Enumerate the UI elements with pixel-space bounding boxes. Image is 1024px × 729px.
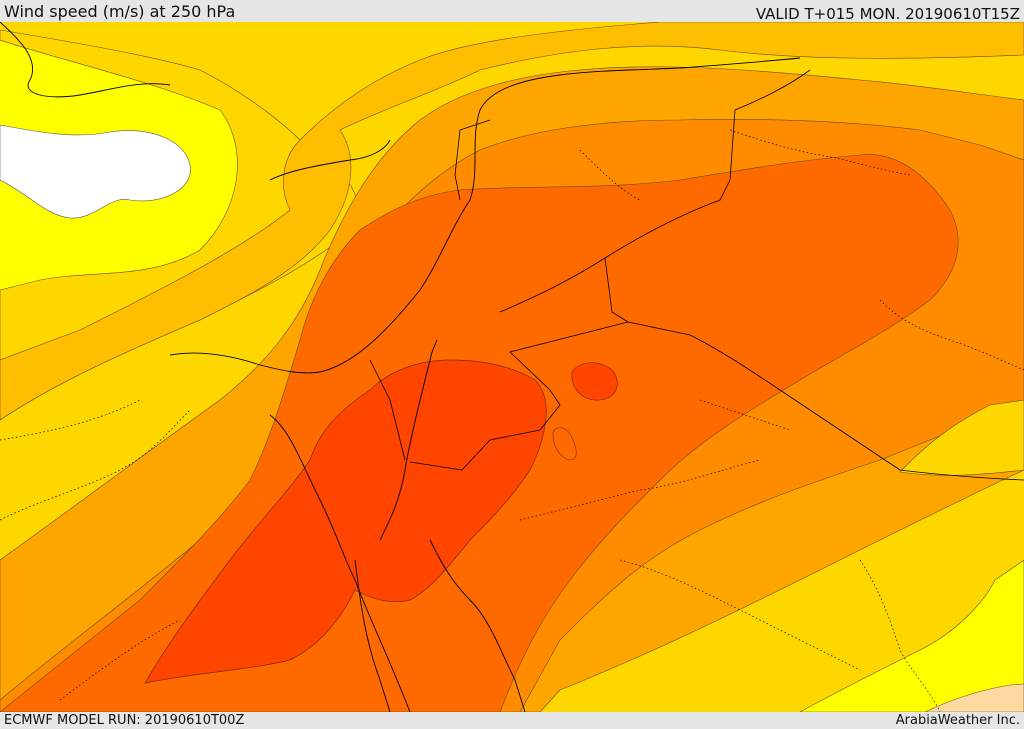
max-wind-core	[144, 359, 547, 684]
peach-zone-southeast	[924, 683, 1024, 712]
map-title: Wind speed (m/s) at 250 hPa	[4, 2, 236, 21]
amber-zone	[0, 22, 1024, 421]
core-blob-east	[571, 362, 618, 401]
credit-text: ArabiaWeather Inc.	[895, 713, 1020, 728]
coastlines	[0, 22, 801, 712]
wind-speed-map	[0, 22, 1024, 712]
header-bar: Wind speed (m/s) at 250 hPa VALID T+015 …	[0, 0, 1024, 23]
model-run: ECMWF MODEL RUN: 20190610T00Z	[4, 713, 245, 728]
valid-time: VALID T+015 MON. 20190610T15Z	[755, 5, 1020, 23]
footer-bar: ECMWF MODEL RUN: 20190610T00Z ArabiaWeat…	[0, 712, 1024, 729]
map-canvas	[0, 22, 1024, 712]
gold-zone-east	[899, 399, 1024, 476]
yellow-zone-southeast	[799, 559, 1024, 712]
calm-zone	[0, 124, 191, 219]
internal-boundaries	[0, 129, 1024, 712]
political-borders	[369, 69, 1024, 481]
core-blob-small	[552, 427, 577, 461]
